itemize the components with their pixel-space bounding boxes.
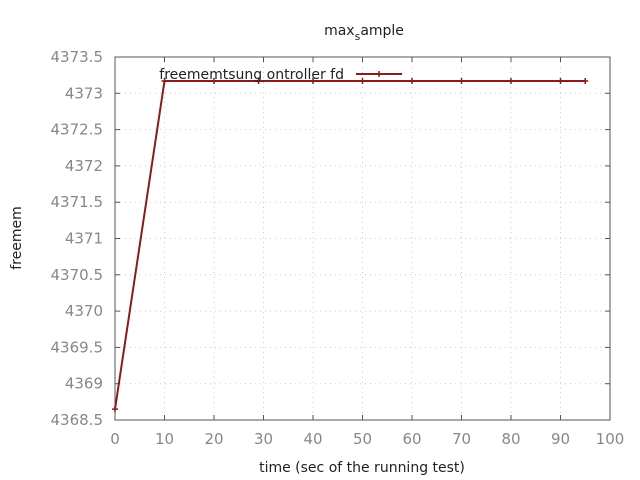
data-point: [112, 406, 118, 413]
y-tick-label: 4373.5: [51, 48, 104, 66]
legend-label: freememtsung ontroller fd: [159, 67, 344, 83]
x-axis: 0 10 20 30 40 50 60 70 80 90 100: [110, 57, 624, 448]
y-axis: 4368.5 4369 4369.5 4370 4370.5 4371 4371.5 4372…: [51, 48, 610, 429]
data-point: [310, 77, 316, 84]
chart-title-base: max: [324, 23, 355, 39]
x-tick-label: 10: [155, 430, 174, 448]
x-tick-label: 60: [402, 430, 421, 448]
x-tick-label: 100: [596, 430, 625, 448]
chart-title-rest: ample: [360, 23, 404, 39]
data-point: [557, 77, 564, 84]
data-point: [582, 77, 589, 84]
data-point: [255, 77, 262, 84]
y-tick-label: 4370.5: [51, 266, 104, 284]
x-tick-label: 30: [254, 430, 273, 448]
x-tick-label: 80: [501, 430, 520, 448]
y-tick-label: 4370: [65, 302, 103, 320]
y-tick-label: 4371.5: [51, 193, 104, 211]
x-tick-label: 20: [204, 430, 223, 448]
y-axis-label: freemem: [9, 206, 25, 270]
y-tick-label: 4368.5: [51, 411, 104, 429]
x-tick-label: 90: [551, 430, 570, 448]
data-point: [359, 77, 366, 84]
y-tick-label: 4369.5: [51, 338, 104, 356]
x-tick-label: 0: [110, 430, 120, 448]
series-line: [114, 80, 586, 410]
y-tick-label: 4372.5: [51, 121, 104, 139]
x-axis-label: time (sec of the running test): [259, 460, 465, 476]
data-point: [161, 77, 168, 84]
x-tick-label: 50: [353, 430, 372, 448]
grid: [115, 57, 610, 420]
x-tick-label: 40: [303, 430, 322, 448]
data-point: [211, 77, 217, 84]
y-tick-label: 4369: [65, 375, 103, 393]
legend-swatch-marker: [376, 71, 382, 77]
y-tick-label: 4372: [65, 157, 103, 175]
series-layer: [112, 77, 589, 413]
y-tick-label: 4371: [65, 230, 103, 248]
data-point: [508, 77, 514, 84]
legend: freememtsung ontroller fd: [159, 67, 402, 83]
chart-title-subscript: s: [355, 30, 361, 43]
x-tick-label: 70: [452, 430, 471, 448]
y-tick-label: 4373: [65, 84, 103, 102]
data-point: [458, 77, 465, 84]
chart-title: maxsample: [324, 23, 404, 43]
data-point: [409, 77, 415, 84]
